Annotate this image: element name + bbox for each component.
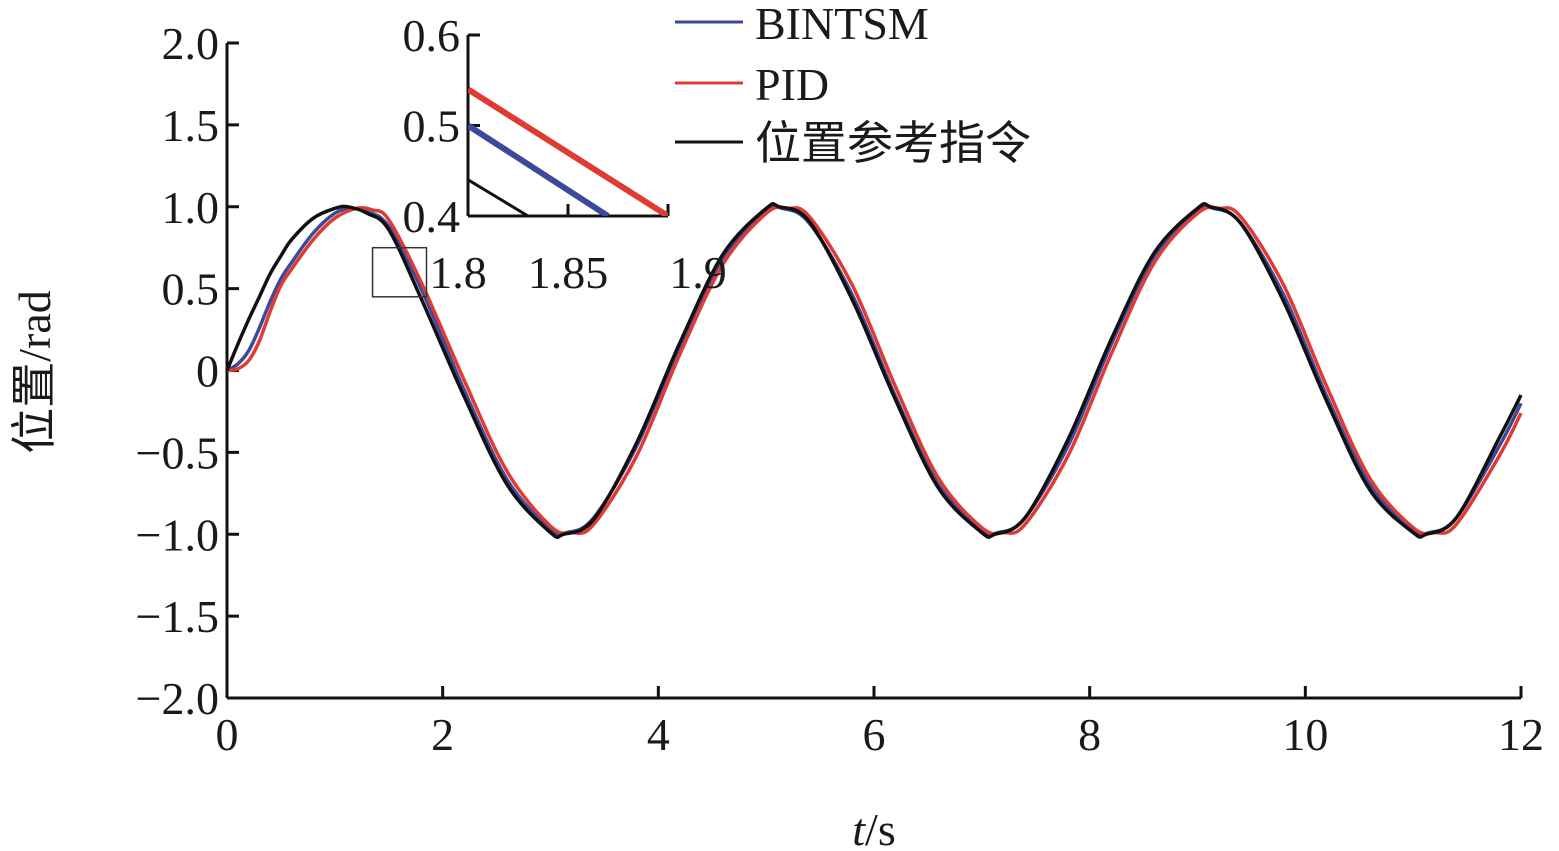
x-tick-label: 6 xyxy=(863,709,886,760)
y-axis-title: 位置/rad xyxy=(9,290,60,454)
inset-series-line xyxy=(468,178,529,216)
inset-y-tick-label: 0.5 xyxy=(403,101,461,152)
inset-y-tick-label: 0.6 xyxy=(403,10,461,61)
x-tick-label: 2 xyxy=(431,709,454,760)
x-tick-label: 4 xyxy=(647,709,670,760)
y-tick-label: 1.0 xyxy=(162,182,220,233)
legend-label: PID xyxy=(755,59,829,110)
series-line xyxy=(227,204,1523,537)
series-line xyxy=(227,202,1523,540)
x-axis-unit: /s xyxy=(865,804,896,851)
x-tick-label: 12 xyxy=(1498,709,1544,760)
inset-series-line xyxy=(468,122,610,216)
inset-plot-area: 0.6 0.5 0.41.8 1.85 1.9 xyxy=(403,10,727,298)
x-axis-title: t/s xyxy=(852,804,895,851)
main-plot-area: 2.01.51.00.50−0.5−1.0−1.5−2.00 2 4 6 8 10 12 xyxy=(136,18,1544,760)
legend-label: 位置参考指令 xyxy=(755,118,1031,169)
x-axis-variable: t xyxy=(852,804,866,851)
legend-label: BINTSM xyxy=(755,0,929,49)
y-tick-label: −1.5 xyxy=(136,591,219,642)
zoom-box-rect xyxy=(371,246,428,298)
x-tick-label: 10 xyxy=(1282,709,1328,760)
legend: BINTSM PID 位置参考指令 xyxy=(675,0,1031,169)
inset-series-line xyxy=(468,86,668,216)
y-tick-label: 2.0 xyxy=(162,18,220,69)
x-tick-label: 0 xyxy=(216,709,239,760)
y-tick-label: −0.5 xyxy=(136,427,219,478)
inset-background xyxy=(468,35,668,216)
series-line xyxy=(227,205,1523,536)
zoom-region-box xyxy=(371,246,428,298)
y-tick-label: −2.0 xyxy=(136,673,219,724)
x-tick-label: 8 xyxy=(1078,709,1101,760)
inset-x-tick-label: 1.9 xyxy=(669,247,727,298)
y-tick-label: 0.5 xyxy=(162,264,220,315)
y-tick-label: 0 xyxy=(196,346,219,397)
y-tick-label: −1.0 xyxy=(136,509,219,560)
inset-x-tick-label: 1.8 xyxy=(429,247,487,298)
y-tick-label: 1.5 xyxy=(162,100,220,151)
inset-x-tick-label: 1.85 xyxy=(528,247,609,298)
inset-y-tick-label: 0.4 xyxy=(403,191,461,242)
